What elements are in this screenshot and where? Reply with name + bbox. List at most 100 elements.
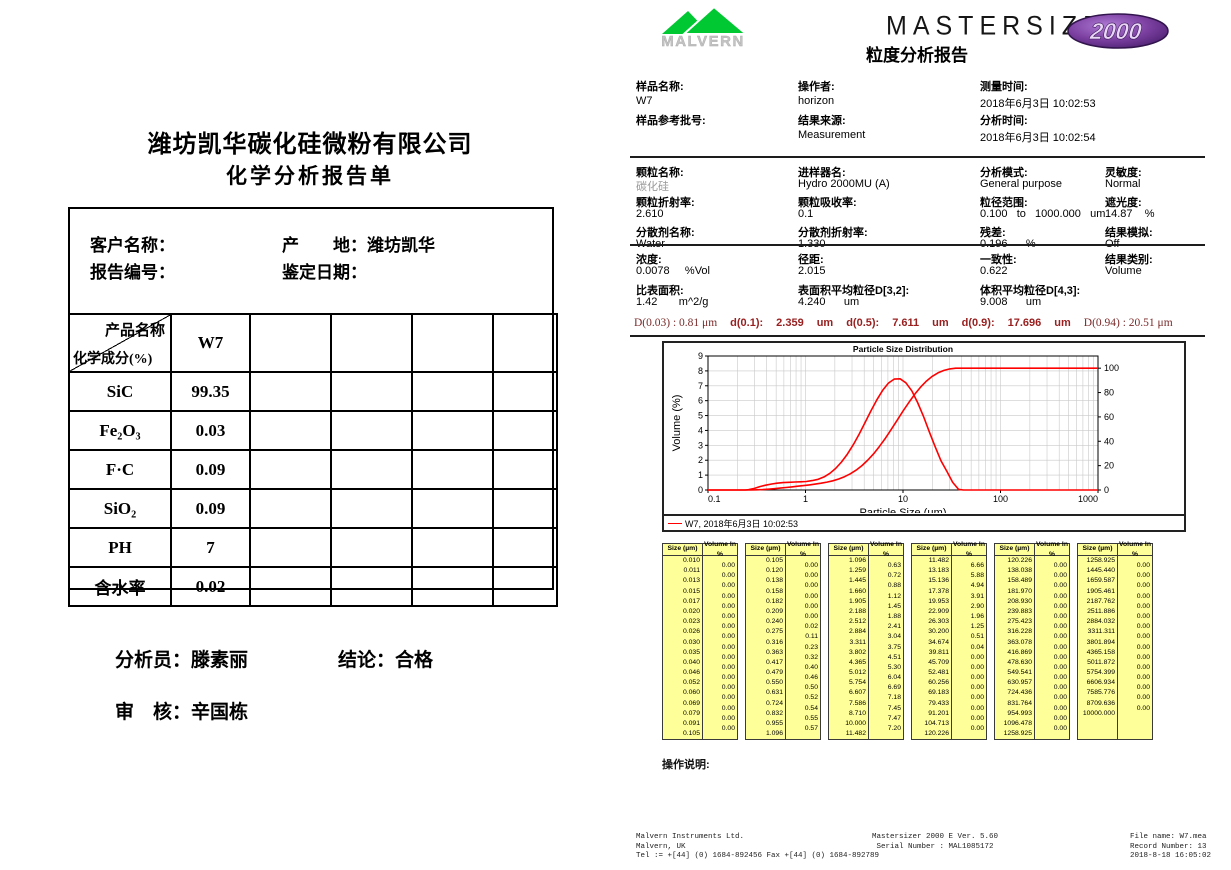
svg-text:5: 5 (698, 411, 703, 421)
size-value: 0.832 (765, 709, 783, 717)
volume-column: 0.00 0.00 0.00 0.00 0.00 0.00 0.00 0.00 0.00 0.00… (1035, 556, 1069, 740)
size-value: 34.674 (928, 638, 949, 646)
volume-column: 6.66 5.88 4.94 3.91 2.90 1.96 1.25 0.51 0.04 0.00… (952, 556, 986, 740)
volume-value: 0.00 (970, 694, 984, 702)
volume-value: 0.00 (1136, 582, 1150, 590)
param-value: 碳化硅 (636, 181, 669, 193)
size-value: 39.811 (928, 648, 949, 656)
footer-line: Tel := +[44] (0) 1684-892456 Fax +[44] (… (636, 852, 880, 860)
table-body: 0.105 0.120 0.138 0.158 0.182 0.209 0.240 0.275… (746, 556, 820, 740)
size-value: 239.883 (1007, 607, 1032, 615)
volume-header: Volume In % (1036, 540, 1068, 558)
volume-value: 3.91 (970, 592, 984, 600)
table-header: Size (µm) Volume In % (995, 541, 1069, 558)
size-volume-tables: Size (µm) Volume In % 0.010 0.011 0.013 0.015… (662, 541, 1153, 740)
svg-text:7: 7 (698, 381, 703, 391)
size-value: 1.259 (848, 567, 866, 575)
size-value: 7585.776 (1086, 689, 1115, 697)
empty-cell (411, 313, 494, 373)
size-value: 3.311 (849, 638, 866, 646)
empty-cell (330, 449, 413, 490)
param-value: 0.1 (798, 208, 814, 220)
footer-line: 2018-8-18 16:05:02 (1130, 852, 1212, 860)
result-label: 结果类别: (1105, 254, 1153, 266)
size-value: 0.105 (682, 730, 700, 738)
result-value: 9.008 um (980, 296, 1042, 308)
volume-value: 0.00 (1053, 694, 1067, 702)
footer-line: Malvern, UK (636, 842, 686, 851)
svg-text:1: 1 (698, 470, 703, 480)
empty-cell (330, 566, 413, 607)
size-volume-table: Size (µm) Volume In % 0.010 0.011 0.013 0.015… (662, 541, 738, 740)
table-row: PH 7 (68, 527, 558, 568)
size-value: 120.226 (1007, 557, 1032, 564)
svg-text:3: 3 (698, 440, 703, 450)
empty-cell (249, 527, 332, 568)
empty-cell (330, 313, 413, 373)
result-label: 一致性: (980, 254, 1017, 266)
size-value: 2.512 (848, 618, 866, 626)
size-value: 0.013 (682, 577, 700, 585)
volume-value: 0.88 (887, 582, 901, 590)
volume-value: 0.00 (721, 725, 735, 732)
volume-value: 0.00 (721, 592, 735, 600)
size-value: 0.052 (682, 679, 700, 687)
table-body: 1258.925 1445.440 1659.587 1905.461 2187.762… (1078, 556, 1152, 740)
size-value: 0.069 (682, 699, 700, 707)
size-value: 10.000 (845, 720, 866, 727)
component-value: 99.35 (170, 371, 251, 412)
volume-value: 0.00 (970, 714, 984, 722)
sample-info-section: 样品名称: W7 样品参考批号: 操作者: horizon 结果来源: Measuremen… (636, 78, 1205, 144)
param-label: 残差: (980, 227, 1006, 239)
volume-value: 0.52 (804, 694, 818, 702)
results-section: 浓度: 0.0078 %Vol 径距: 2.015 一致性: 0.622 结果类别: Volu… (636, 251, 1205, 311)
info-label: 结果来源: (798, 115, 846, 127)
size-value: 2187.762 (1086, 597, 1115, 605)
size-column: 0.010 0.011 0.013 0.015 0.017 0.020 0.023 0.026… (663, 556, 703, 740)
volume-column: 0.00 0.00 0.00 0.00 0.00 0.00 0.02 0.11 0.23 0.32… (786, 556, 820, 740)
volume-value: 0.00 (1136, 653, 1150, 661)
size-value: 0.030 (682, 638, 700, 646)
size-value: 19.953 (928, 597, 949, 605)
volume-value: 0.00 (1053, 592, 1067, 600)
param-label: 颗粒名称: (636, 167, 684, 179)
volume-value: 0.00 (721, 623, 735, 631)
volume-value: 0.00 (1053, 725, 1067, 732)
result-label: 表面积平均粒径D[3,2]: (798, 285, 910, 297)
param-label: 颗粒折射率: (636, 197, 695, 209)
volume-value: 0.72 (887, 572, 901, 580)
size-value: 5.754 (848, 679, 866, 687)
empty-cell (492, 527, 558, 568)
volume-value: 0.40 (804, 663, 818, 671)
size-value: 0.138 (765, 577, 783, 585)
chemical-composition-table: 产品名称 化学成分(%) W7 SiC 99.35 Fe₂O₃ 0.03 F·C 0.09… (68, 313, 558, 607)
result-label: 径距: (798, 254, 824, 266)
size-value: 0.017 (682, 597, 700, 605)
size-value: 45.709 (928, 658, 949, 666)
volume-value: 0.00 (721, 643, 735, 651)
empty-cell (492, 410, 558, 451)
volume-value: 0.00 (1053, 674, 1067, 682)
svg-text:4: 4 (698, 425, 703, 435)
size-value: 6.607 (848, 689, 866, 697)
size-value: 0.105 (765, 557, 783, 564)
svg-text:Particle Size Distribution: Particle Size Distribution (853, 344, 953, 354)
svg-text:40: 40 (1104, 436, 1114, 446)
volume-value: 0.00 (1053, 653, 1067, 661)
customer-name-label: 客户名称： (90, 236, 175, 255)
badge-2000-text: 2000 (1088, 18, 1143, 44)
volume-value: 0.00 (1136, 623, 1150, 631)
volume-value: 0.00 (804, 582, 818, 590)
analyst-signoff: 分析员：滕素丽 (115, 650, 249, 671)
size-value: 10000.000 (1082, 709, 1115, 717)
param-label: 灵敏度: (1105, 167, 1142, 179)
footer-line: File name: W7.mea (1130, 833, 1207, 841)
param-label: 颗粒吸收率: (798, 197, 857, 209)
empty-cell (411, 488, 494, 529)
svg-text:0.1: 0.1 (708, 494, 721, 504)
header-composition: 化学成分(%) (73, 352, 153, 367)
footer-line: Serial Number : MAL1085172 (876, 842, 994, 851)
volume-value: 0.00 (1136, 674, 1150, 682)
svg-text:20: 20 (1104, 461, 1114, 471)
size-value: 1258.925 (1003, 730, 1032, 738)
